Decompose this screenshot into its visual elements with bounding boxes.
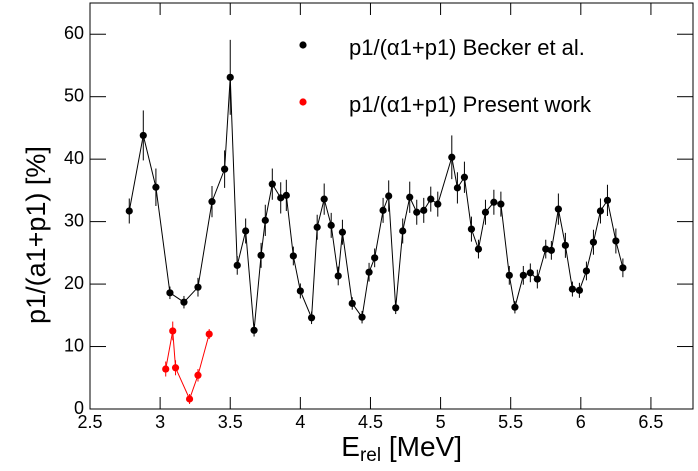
data-point bbox=[277, 194, 285, 202]
y-axis-label: p1/(a1+p1) [%] bbox=[21, 146, 51, 324]
data-point bbox=[511, 303, 519, 311]
data-point bbox=[589, 238, 598, 246]
data-point bbox=[561, 241, 569, 249]
data-point bbox=[467, 225, 476, 233]
data-point bbox=[379, 206, 387, 214]
y-tick-label: 40 bbox=[64, 148, 84, 168]
data-point bbox=[226, 73, 234, 81]
y-tick-label: 50 bbox=[64, 85, 84, 105]
data-point bbox=[596, 207, 605, 215]
data-point bbox=[427, 195, 435, 203]
data-point bbox=[348, 299, 356, 308]
data-point bbox=[365, 268, 373, 276]
data-point bbox=[166, 289, 174, 297]
y-tick-label: 60 bbox=[64, 23, 84, 43]
data-point bbox=[358, 313, 366, 321]
data-point bbox=[194, 283, 202, 291]
data-point bbox=[282, 191, 290, 199]
legend-label: p1/(α1+p1) Present work bbox=[349, 92, 592, 117]
x-tick-label: 4.5 bbox=[358, 412, 383, 432]
data-point bbox=[385, 192, 393, 200]
data-point bbox=[320, 195, 328, 203]
data-point bbox=[257, 251, 265, 259]
data-point bbox=[448, 153, 456, 161]
data-point bbox=[338, 228, 347, 236]
data-point bbox=[554, 205, 562, 213]
data-point bbox=[453, 184, 462, 192]
data-point bbox=[575, 286, 584, 294]
data-point bbox=[169, 327, 177, 335]
data-point bbox=[481, 208, 490, 216]
data-point bbox=[268, 180, 276, 188]
data-point bbox=[334, 272, 342, 280]
y-tick-label: 20 bbox=[64, 273, 84, 293]
x-label-main: E bbox=[341, 431, 360, 462]
data-point bbox=[242, 227, 250, 235]
data-point bbox=[180, 298, 188, 306]
data-point bbox=[296, 287, 304, 295]
data-point bbox=[162, 365, 170, 373]
data-point bbox=[327, 221, 335, 229]
x-tick-label: 6 bbox=[576, 412, 586, 432]
data-point bbox=[261, 216, 269, 224]
data-point bbox=[619, 264, 627, 272]
data-point bbox=[185, 395, 194, 403]
data-point bbox=[542, 245, 550, 253]
x-label-sub: rel bbox=[360, 445, 381, 466]
data-point bbox=[392, 304, 400, 312]
x-tick-label: 5 bbox=[436, 412, 446, 432]
data-point bbox=[490, 198, 498, 206]
data-point bbox=[313, 223, 321, 231]
data-point bbox=[434, 200, 442, 208]
x-tick-label: 5.5 bbox=[498, 412, 523, 432]
data-point bbox=[519, 271, 527, 279]
y-tick-label: 30 bbox=[64, 210, 84, 230]
data-point bbox=[582, 267, 591, 275]
data-point bbox=[406, 193, 414, 201]
x-tick-label: 6.5 bbox=[638, 412, 663, 432]
x-label-rest: [MeV] bbox=[381, 431, 462, 462]
data-point bbox=[205, 330, 213, 338]
data-point bbox=[171, 364, 180, 372]
data-point bbox=[221, 165, 229, 173]
y-tick-label: 10 bbox=[64, 335, 84, 355]
data-point bbox=[474, 245, 483, 253]
data-point bbox=[139, 131, 147, 140]
legend-label: p1/(α1+p1) Becker et al. bbox=[349, 35, 585, 60]
x-tick-label: 4 bbox=[295, 412, 305, 432]
data-point bbox=[250, 326, 258, 334]
data-point bbox=[413, 208, 421, 216]
x-tick-label: 3.5 bbox=[218, 412, 243, 432]
legend-marker bbox=[299, 98, 307, 106]
data-point bbox=[233, 261, 241, 269]
x-axis-label: Erel [MeV] bbox=[341, 431, 462, 466]
x-tick-label: 3 bbox=[155, 412, 165, 432]
data-point bbox=[603, 196, 612, 204]
data-point bbox=[371, 254, 379, 262]
data-point bbox=[208, 198, 216, 206]
data-point bbox=[152, 183, 160, 191]
data-point bbox=[289, 252, 297, 260]
data-point bbox=[125, 207, 133, 215]
data-point bbox=[526, 269, 534, 277]
data-point bbox=[533, 275, 541, 283]
plot-frame bbox=[89, 2, 694, 410]
y-tick-label: 0 bbox=[74, 398, 84, 418]
x-tick-label: 2.5 bbox=[77, 412, 102, 432]
series-line bbox=[165, 330, 210, 401]
legend-marker bbox=[299, 41, 307, 49]
data-point bbox=[460, 173, 469, 181]
data-point bbox=[307, 314, 316, 322]
data-point bbox=[194, 371, 202, 379]
data-point bbox=[505, 271, 513, 279]
data-point bbox=[420, 206, 428, 214]
data-point bbox=[399, 227, 407, 235]
data-point bbox=[497, 200, 505, 208]
data-point bbox=[547, 246, 555, 254]
data-point bbox=[568, 285, 577, 293]
data-point bbox=[612, 237, 620, 245]
